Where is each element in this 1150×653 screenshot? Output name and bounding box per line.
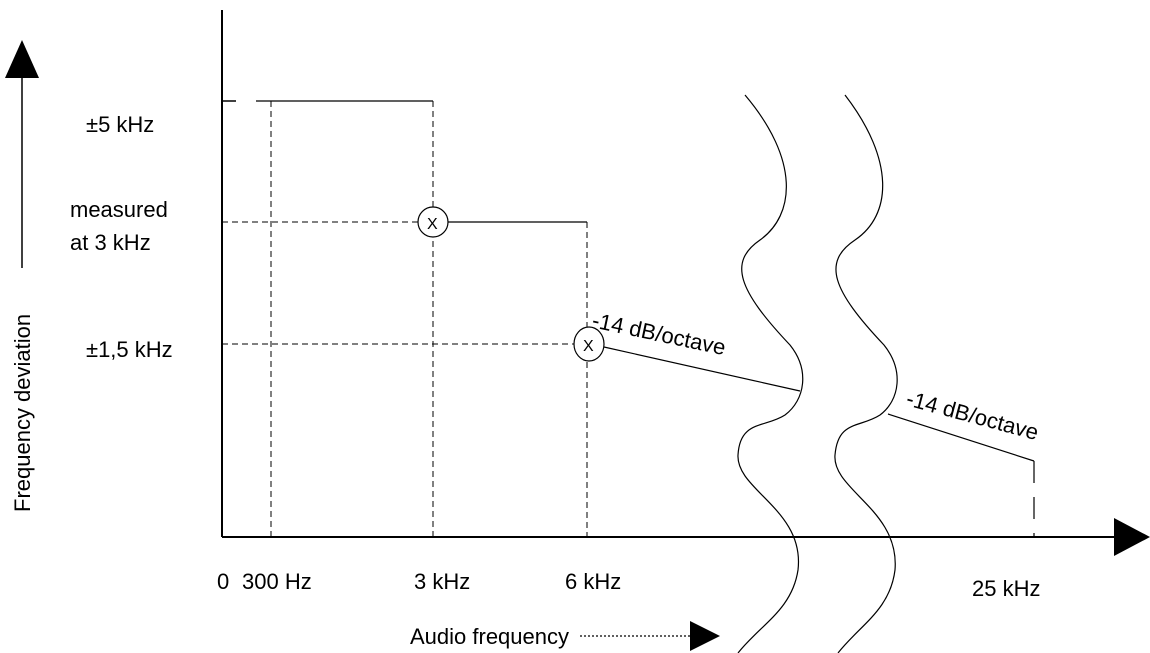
marker-3khz	[417, 206, 449, 238]
break-line-2	[834, 94, 898, 653]
label-300hz: 300 Hz	[242, 569, 312, 594]
slope-label-1: -14 dB/octave	[590, 307, 728, 360]
y-axis-title: Frequency deviation	[10, 314, 35, 512]
slope-line-1	[603, 346, 801, 392]
marker-3khz-symbol: X	[427, 216, 438, 233]
label-measured-line1: measured	[70, 197, 168, 222]
y-title-arrow	[5, 40, 39, 78]
x-axis-arrow	[1114, 518, 1150, 556]
break-line-1	[737, 94, 804, 653]
label-measured-line2: at 3 kHz	[70, 230, 151, 255]
label-min-deviation: ±1,5 kHz	[86, 337, 173, 362]
marker-6khz-symbol: X	[583, 338, 594, 355]
x-axis-title: Audio frequency	[410, 624, 569, 649]
label-origin: 0	[217, 569, 229, 594]
slope-label-2: -14 dB/octave	[904, 386, 1042, 445]
label-3khz: 3 kHz	[414, 569, 470, 594]
label-25khz: 25 kHz	[972, 576, 1040, 601]
label-6khz: 6 kHz	[565, 569, 621, 594]
marker-6khz	[573, 326, 605, 362]
slope-line-2	[887, 413, 1035, 462]
x-title-arrow	[690, 621, 720, 651]
label-max-deviation: ±5 kHz	[86, 112, 154, 137]
